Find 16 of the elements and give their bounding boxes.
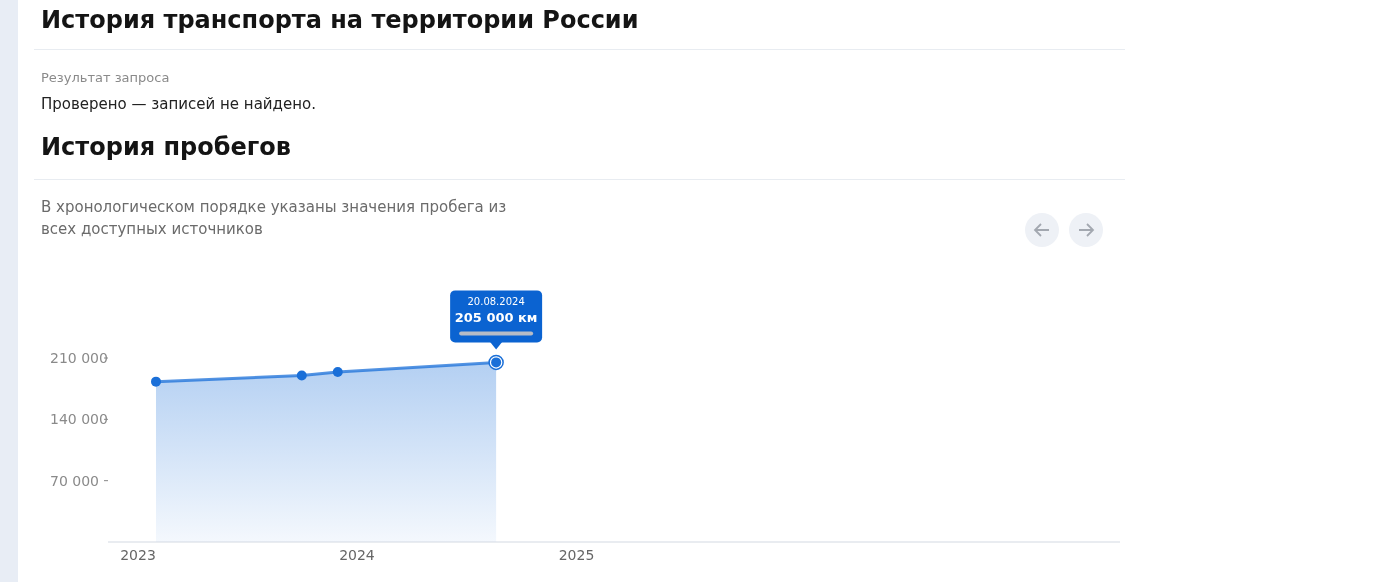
- y-tick-label: 210 000: [50, 349, 108, 366]
- point: [150, 376, 161, 387]
- y-tick-label: 70 000: [50, 472, 99, 489]
- text: Проверено — записей не найдено.: [41, 95, 316, 113]
- x-tick-label: 2025: [558, 546, 595, 563]
- x-tick-label: 2024: [339, 546, 375, 563]
- point: [296, 370, 307, 381]
- annotation: 205 000 км: [454, 310, 538, 326]
- chart-subtitle: В хронологическом порядке указаны значения пробега из всех доступных источников: [41, 197, 508, 240]
- text: История транспорта на территории России: [41, 6, 639, 34]
- text: Результат запроса: [41, 70, 170, 85]
- x-tick-label: 2023: [120, 546, 156, 563]
- point: [332, 367, 343, 378]
- y-tick-label: 140 000: [50, 411, 108, 428]
- chart-title: История пробегов: [41, 133, 291, 161]
- callout: 20.08.2024 205 000 км: [450, 290, 543, 371]
